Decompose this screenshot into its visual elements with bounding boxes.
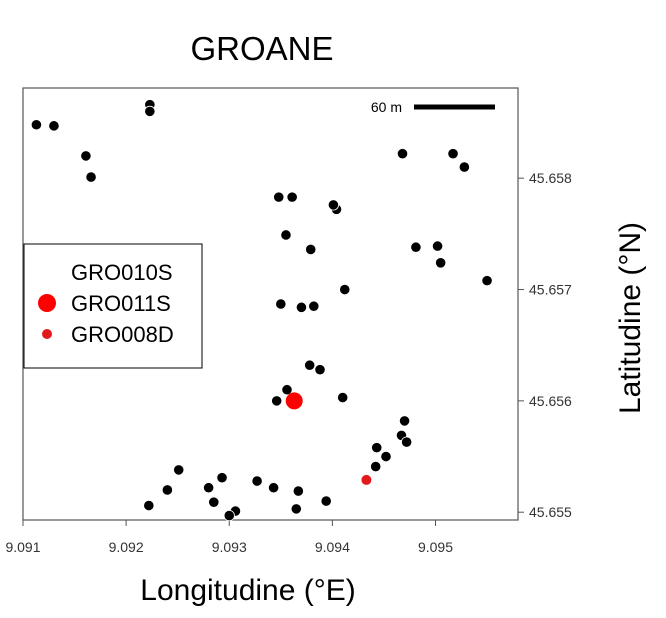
y-axis-title: Latitudine (°N) [614,222,647,414]
legend-marker [39,264,55,280]
data-point [30,119,43,131]
y-tick-label: 45.657 [529,282,572,298]
legend: GRO010S GRO011S GRO008D [23,243,203,369]
data-point [173,464,185,476]
legend-label: GRO011S [71,291,171,316]
scale-bar-label: 60 m [371,99,402,115]
data-point [208,496,220,508]
legend-label: GRO010S [71,260,173,285]
data-point [203,482,215,494]
data-point [292,485,304,497]
data-point [280,229,292,241]
data-point [295,301,308,313]
data-point [398,415,411,427]
data-point [314,364,326,376]
data-point [327,199,340,211]
legend-marker [42,329,52,339]
data-point [305,243,317,256]
data-point [216,472,228,484]
data-point [339,283,351,296]
legend-marker [38,294,56,312]
data-point [410,241,422,253]
x-axis-title: Longitudine (°E) [140,574,355,607]
data-point [371,442,383,454]
data-point [286,191,298,203]
data-point [308,300,320,312]
x-tick-label: 9.095 [418,539,453,555]
data-point [370,460,382,473]
data-point [337,391,349,404]
data-point [458,161,470,173]
data-point [447,148,459,160]
data-point [85,171,97,183]
data-point [273,191,285,203]
data-point [143,499,155,512]
data-point [271,395,283,407]
series-point-gro010s [354,387,376,409]
data-point [396,148,409,160]
data-point [435,257,447,269]
data-point [380,450,392,463]
plot-frame [22,87,519,521]
data-point [223,509,235,522]
legend-label: GRO008D [71,322,174,347]
x-tick-label: 9.092 [109,539,144,555]
x-tick-label: 9.093 [212,539,247,555]
x-axis: 9.091 9.092 9.093 9.094 9.095 [5,520,453,555]
data-point [267,482,280,494]
data-point [401,436,413,448]
data-point [144,105,156,117]
data-point [80,150,92,162]
y-axis: 45.655 45.656 45.657 45.658 [518,170,572,520]
y-tick-label: 45.655 [529,504,572,520]
y-tick-label: 45.658 [529,170,572,186]
series-point-gro011s [285,392,303,410]
data-point [251,475,263,487]
series-point-gro008d [361,474,372,485]
data-points [30,99,493,522]
data-point [481,275,493,287]
data-point [431,240,444,252]
data-point [281,384,293,396]
data-point [320,495,332,507]
chart-title: GROANE [190,30,333,67]
data-point [275,298,287,310]
x-tick-label: 9.094 [315,539,350,555]
data-point [290,503,302,515]
data-point [304,359,316,371]
data-point [48,120,60,132]
data-point [161,484,173,496]
x-tick-label: 9.091 [5,539,40,555]
y-tick-label: 45.656 [529,393,572,409]
